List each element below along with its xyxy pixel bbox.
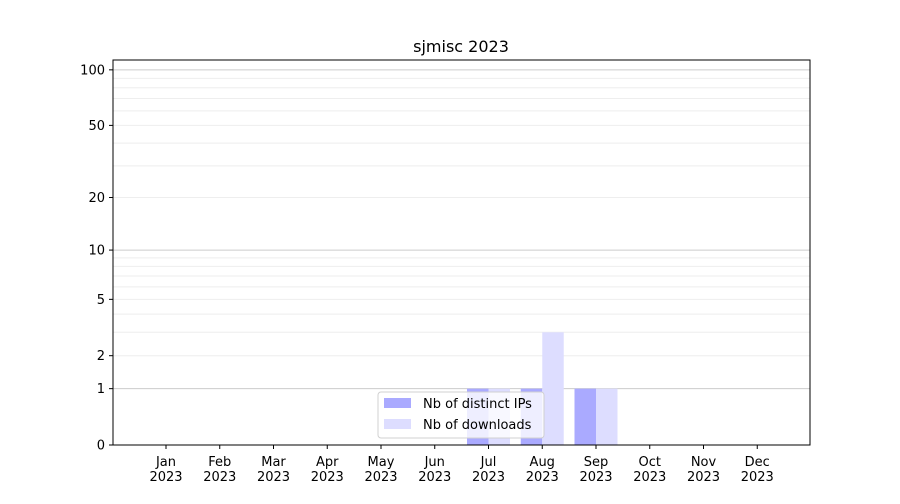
legend-swatch [384, 419, 411, 429]
bar-downloads [542, 332, 564, 445]
x-tick-label: Oct [639, 455, 661, 470]
plot-frame [112, 59, 811, 446]
legend-box [377, 391, 545, 439]
y-tick-label: 100 [80, 63, 105, 78]
y-tick-label: 1 [97, 382, 105, 397]
x-tick-label: 2023 [472, 470, 505, 485]
bar-downloads [596, 388, 618, 445]
y-tick-label: 5 [97, 293, 105, 308]
x-tick-label: Nov [691, 455, 717, 470]
x-tick-label: 2023 [741, 470, 774, 485]
x-tick-label: 2023 [311, 470, 344, 485]
x-tick-label: 2023 [149, 470, 182, 485]
x-tick-label: Aug [530, 455, 555, 470]
legend: Nb of distinct IPs Nb of downloads [377, 391, 545, 439]
x-tick-label: 2023 [579, 470, 612, 485]
chart-title: sjmisc 2023 [413, 37, 509, 56]
x-tick-label: 2023 [526, 470, 559, 485]
legend-label: Nb of distinct IPs [423, 397, 532, 412]
x-tick-label: Apr [316, 455, 339, 470]
x-tick-label: 2023 [364, 470, 397, 485]
y-tick-label: 10 [88, 244, 105, 259]
y-tick-label: 2 [97, 349, 105, 364]
x-tick-label: Sep [584, 455, 609, 470]
bar-distinct-ips [574, 388, 596, 445]
legend-swatch [384, 398, 411, 408]
x-tick-label: 2023 [687, 470, 720, 485]
x-tick-label: Jul [480, 455, 497, 470]
y-tick-label: 20 [88, 191, 105, 206]
y-tick-label: 50 [88, 119, 105, 134]
x-tick-label: 2023 [418, 470, 451, 485]
x-tick-label: 2023 [257, 470, 290, 485]
x-tick-label: Jun [424, 455, 445, 470]
x-tick-label: Dec [745, 455, 770, 470]
x-tick-label: Feb [208, 455, 231, 470]
x-tick-label: 2023 [203, 470, 236, 485]
legend-label: Nb of downloads [423, 418, 532, 433]
x-tick-label: May [368, 455, 395, 470]
y-tick-label: 0 [97, 439, 105, 454]
x-tick-label: 2023 [633, 470, 666, 485]
x-tick-label: Jan [155, 455, 176, 470]
x-tick-label: Mar [261, 455, 286, 470]
